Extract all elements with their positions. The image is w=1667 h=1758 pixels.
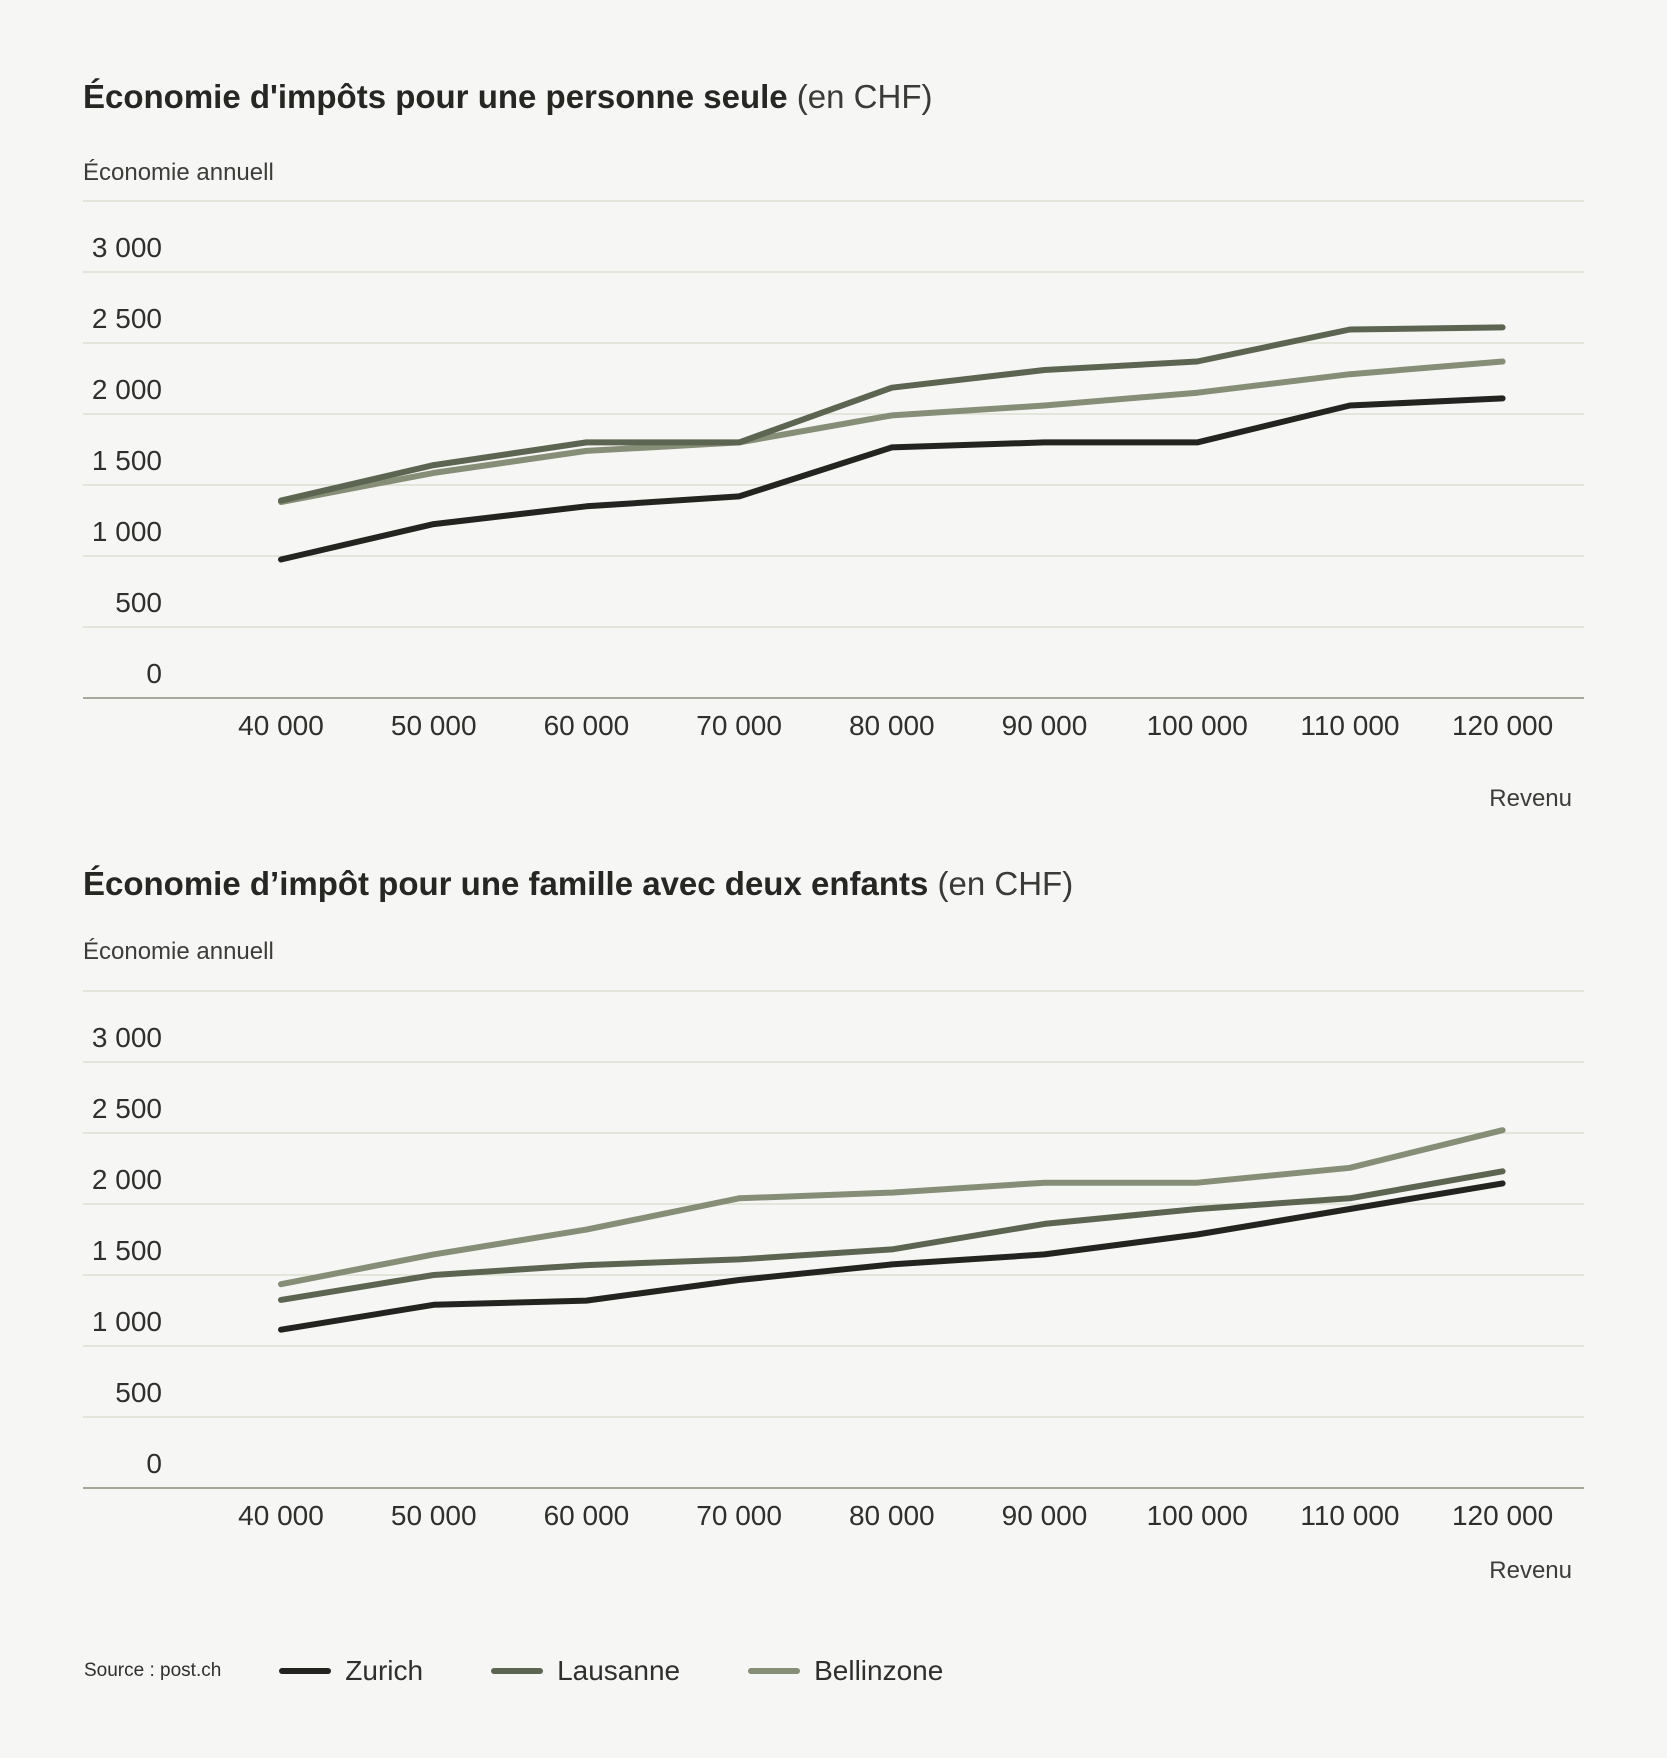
x-tick-label: 90 000	[1002, 1500, 1088, 1531]
series-line-lausanne	[278, 1168, 1506, 1303]
x-tick-label: 60 000	[544, 1500, 630, 1531]
y-tick-label: 2 500	[92, 303, 162, 334]
y-tick-label: 2 500	[92, 1093, 162, 1124]
x-axis-label: Revenu	[1489, 785, 1572, 812]
x-tick-label: 90 000	[1002, 710, 1088, 741]
y-tick-label: 500	[115, 1377, 162, 1408]
y-tick-label: 500	[115, 587, 162, 618]
y-tick-label: 2 000	[92, 374, 162, 405]
source-note: Source : post.ch	[84, 1660, 222, 1681]
y-axis-label: Économie annuell	[83, 938, 274, 965]
y-tick-label: 3 000	[92, 232, 162, 263]
legend-label: Bellinzone	[814, 1655, 944, 1686]
series-line-lausanne	[278, 324, 1506, 504]
y-tick-label: 1 500	[92, 445, 162, 476]
legend-swatch-lausanne	[491, 1668, 544, 1674]
series-line-zurich	[278, 1180, 1506, 1333]
legend-label: Zurich	[345, 1655, 424, 1686]
legend: Source : post.ch Zurich Lausanne Bellinz…	[84, 1653, 1011, 1689]
series-line-bellinzone	[278, 358, 1506, 505]
x-tick-label: 70 000	[696, 710, 782, 741]
x-tick-label: 50 000	[391, 710, 477, 741]
legend-swatch-zurich	[279, 1668, 332, 1674]
legend-item-lausanne: Lausanne	[491, 1655, 680, 1687]
y-tick-label: 1 000	[92, 1306, 162, 1337]
y-tick-label: 2 000	[92, 1164, 162, 1195]
series-line-bellinzone	[278, 1127, 1506, 1288]
x-tick-label: 120 000	[1452, 710, 1553, 741]
x-tick-label: 110 000	[1300, 710, 1399, 741]
line-chart-family: 0 500 1 000 1 500 2 000 2 500 3 000 40 000 50 00…	[83, 990, 1584, 1531]
legend-label: Lausanne	[557, 1655, 681, 1686]
y-tick-label: 1 500	[92, 1235, 162, 1266]
x-tick-label: 120 000	[1452, 1500, 1553, 1531]
x-tick-label: 60 000	[544, 710, 630, 741]
chart-title-unit: (en CHF)	[796, 78, 933, 115]
chart-title-text: Économie d'impôts pour une personne seul…	[83, 78, 788, 115]
x-tick-label: 80 000	[849, 710, 935, 741]
x-tick-label: 70 000	[696, 1500, 782, 1531]
x-axis-label: Revenu	[1489, 1557, 1572, 1584]
chart-title-single: Économie d'impôts pour une personne seul…	[83, 78, 932, 116]
chart-title-text: Économie d’impôt pour une famille avec d…	[83, 865, 929, 902]
x-tick-label: 40 000	[238, 710, 324, 741]
y-axis-label: Économie annuell	[83, 159, 274, 186]
chart-title-family: Économie d’impôt pour une famille avec d…	[83, 865, 1073, 903]
legend-item-bellinzone: Bellinzone	[748, 1655, 943, 1687]
x-tick-label: 100 000	[1147, 710, 1248, 741]
x-tick-label: 40 000	[238, 1500, 324, 1531]
y-tick-label: 0	[146, 658, 162, 689]
x-tick-label: 110 000	[1300, 1500, 1399, 1531]
y-tick-label: 0	[146, 1448, 162, 1479]
legend-swatch-bellinzone	[748, 1668, 801, 1674]
line-chart-single: 0 500 1 000 1 500 2 000 2 500 3 000 40 000 50 00…	[83, 200, 1584, 741]
y-tick-label: 1 000	[92, 516, 162, 547]
chart-title-unit: (en CHF)	[937, 865, 1074, 902]
legend-item-zurich: Zurich	[279, 1655, 423, 1687]
x-tick-label: 100 000	[1147, 1500, 1248, 1531]
y-tick-label: 3 000	[92, 1022, 162, 1053]
series-line-zurich	[278, 395, 1506, 563]
x-tick-label: 80 000	[849, 1500, 935, 1531]
x-tick-label: 50 000	[391, 1500, 477, 1531]
